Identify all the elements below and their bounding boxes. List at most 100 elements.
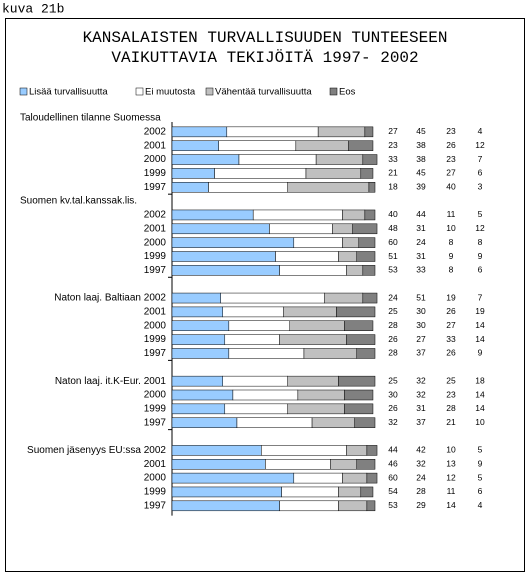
legend-label: Eos [339,87,356,98]
bar-segment [297,389,345,401]
row-label: 2001 [144,307,167,318]
bar-segment [238,154,317,165]
bar-segment [362,154,378,165]
bar-segment [226,126,319,138]
value-label: 23 [446,154,456,164]
bar-segment [224,334,280,345]
value-label: 13 [446,459,456,469]
bar-segment [208,182,288,193]
row-label: 1997 [144,348,167,359]
value-label: 23 [446,389,456,399]
bar-segment [289,320,345,331]
value-label: 26 [446,306,456,316]
value-label: 25 [388,306,398,316]
row-label: 2000 [144,390,167,401]
bar-segment [224,403,288,415]
value-label: 28 [388,348,398,358]
value-label: 39 [416,182,426,192]
value-label: 14 [475,334,485,344]
value-label: 5 [478,472,483,482]
bar-segment [295,140,349,151]
value-label: 32 [416,375,426,385]
value-label: 28 [416,486,426,496]
bar-segment [317,126,366,138]
bar-segment [171,348,230,359]
bar-segment [348,140,374,151]
value-label: 25 [446,375,456,385]
bar-segment [171,417,238,428]
group-title: Suomen kv.tal.kanssak.lis. [20,196,137,207]
value-label: 14 [446,500,456,510]
bar-segment [344,403,374,415]
bar-segment [171,292,221,304]
bar-segment [342,209,366,221]
value-label: 42 [416,445,426,455]
figure-label: kuva 21b [2,1,64,16]
bar-segment [287,182,370,193]
bar-segment [171,182,209,193]
value-label: 30 [416,306,426,316]
value-label: 9 [478,251,483,261]
value-label: 9 [478,348,483,358]
bar-segment [346,445,368,456]
bar-segment [338,375,376,387]
value-label: 23 [446,126,456,136]
bar-segment [171,251,276,262]
value-label: 40 [388,209,398,219]
bar-segment [214,168,307,179]
bar-segment [360,486,374,498]
value-label: 5 [478,209,483,219]
bar-segment [354,417,376,428]
bar-segment [279,334,347,345]
bar-segment [364,209,376,221]
row-label: 1997 [144,500,167,511]
value-label: 12 [475,140,485,150]
bar-segment [171,500,280,512]
value-label: 14 [475,389,485,399]
bar-segment [171,486,282,498]
row-label: Naton laaj. it.K-Eur. 2001 [55,376,167,387]
bar-segment [287,403,345,415]
bar-segment [311,417,355,428]
value-label: 7 [478,292,483,302]
value-label: 19 [475,306,485,316]
value-label: 45 [416,126,426,136]
value-label: 6 [478,168,483,178]
bar-segment [171,237,295,248]
value-label: 14 [475,403,485,413]
bar-segment [171,154,240,165]
bar-segment [171,375,223,387]
value-label: 21 [446,417,456,427]
bar-segment [171,334,226,345]
value-label: 38 [416,140,426,150]
bar-segment [222,375,288,387]
value-label: 10 [446,223,456,233]
bar-segment [171,389,234,401]
value-label: 38 [416,154,426,164]
value-label: 8 [449,265,454,275]
value-label: 5 [478,445,483,455]
bar-segment [171,445,262,456]
bar-segment [171,209,254,221]
value-label: 4 [478,500,483,510]
chart-title: VAIKUTTAVIA TEKIJÖITÄ 1997- 2002 [111,48,418,67]
bar-segment [171,126,228,138]
row-label: 1997 [144,417,167,428]
value-label: 11 [447,209,456,219]
value-label: 6 [478,265,483,275]
bar-segment [356,459,376,470]
bar-segment [344,389,374,401]
bar-segment [171,265,280,276]
bar-segment [220,292,325,304]
bar-segment [275,251,339,262]
value-label: 27 [388,126,398,136]
row-label: 1997 [144,182,167,193]
bar-segment [171,472,295,484]
bar-segment [281,486,339,498]
frame [5,18,525,572]
bar-segment [342,237,360,248]
value-label: 23 [388,140,398,150]
bar-segment [228,320,290,331]
value-label: 29 [416,500,426,510]
